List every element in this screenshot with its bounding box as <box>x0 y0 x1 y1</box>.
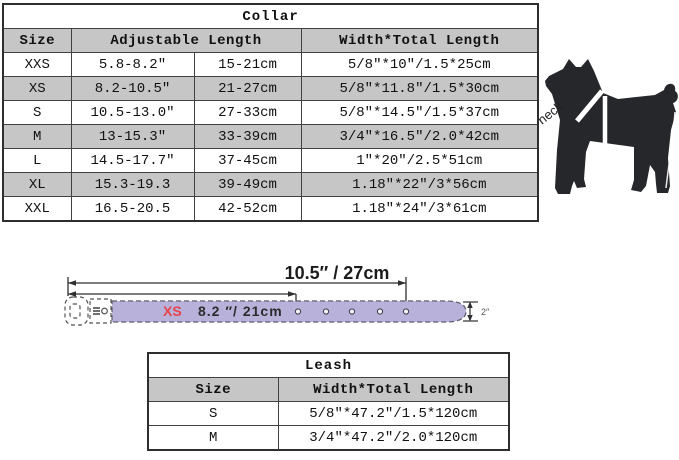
cell-inches: 14.5-17.7″ <box>70 148 195 173</box>
collar-table-body: XXS 5.8-8.2″ 15-21cm 5/8″*10″/1.5*25cm X… <box>2 52 539 222</box>
cell-inches: 13-15.3″ <box>70 124 195 149</box>
header-size: Size <box>147 377 279 402</box>
leash-table-title: Leash <box>147 352 510 378</box>
total-length-label: 10.5″ / 27cm <box>285 263 390 283</box>
collar-header-row: Size Adjustable Length Width*Total Lengt… <box>2 28 539 53</box>
table-row: XXL 16.5-20.5 42-52cm 1.18″*24″/3*61cm <box>2 196 539 222</box>
leash-title-row: Leash <box>147 352 510 378</box>
collar-strap <box>111 300 467 323</box>
strap-size-label: XS <box>163 303 182 319</box>
leash-size-table: Leash Size Width*Total Length S 5/8″*47.… <box>147 352 511 451</box>
cell-cm: 39-49cm <box>193 172 302 197</box>
strap-holes <box>294 308 410 315</box>
cell-width-total: 1.18″*24″/3*61cm <box>300 196 539 222</box>
leash-header-row: Size Width*Total Length <box>147 377 510 402</box>
table-row: XL 15.3-19.3 39-49cm 1.18″*22″/3*56cm <box>2 172 539 197</box>
arrowhead-left <box>68 280 76 286</box>
strap-width-label: 2″ <box>481 307 490 317</box>
cell-inches: 15.3-19.3 <box>70 172 195 197</box>
table-row: XS 8.2-10.5″ 21-27cm 5/8″*11.8″/1.5*30cm <box>2 76 539 101</box>
arrowhead-right-2 <box>288 291 296 297</box>
cell-size: L <box>2 148 72 173</box>
cell-size: XL <box>2 172 72 197</box>
collar-table-head: Collar Size Adjustable Length Width*Tota… <box>2 3 539 53</box>
collar-position-gap <box>575 89 604 123</box>
table-row: XXS 5.8-8.2″ 15-21cm 5/8″*10″/1.5*25cm <box>2 52 539 77</box>
cell-width-total: 3/4″*16.5″/2.0*42cm <box>300 124 539 149</box>
cell-size: S <box>2 100 72 125</box>
collar-title-row: Collar <box>2 3 539 29</box>
table-row: M 13-15.3″ 33-39cm 3/4″*16.5″/2.0*42cm <box>2 124 539 149</box>
header-width-total-length: Width*Total Length <box>277 377 510 402</box>
cell-size: XXS <box>2 52 72 77</box>
cell-inches: 5.8-8.2″ <box>70 52 195 77</box>
buckle-pin-hole <box>101 307 108 315</box>
table-row: M 3/4″*47.2″/2.0*120cm <box>147 425 510 451</box>
cell-cm: 27-33cm <box>193 100 302 125</box>
cell-inches: 10.5-13.0″ <box>70 100 195 125</box>
cell-cm: 15-21cm <box>193 52 302 77</box>
cell-size: M <box>147 425 279 451</box>
header-adjustable-length: Adjustable Length <box>70 28 302 53</box>
arrowhead-left-2 <box>68 291 76 297</box>
table-row: L 14.5-17.7″ 37-45cm 1″*20″/2.5*51cm <box>2 148 539 173</box>
leash-table-head: Leash Size Width*Total Length <box>147 352 510 402</box>
cell-inches: 16.5-20.5 <box>70 196 195 222</box>
cell-width-total: 5/8″*47.2″/1.5*120cm <box>277 401 510 426</box>
header-width-total-length: Width*Total Length <box>300 28 539 53</box>
cell-cm: 21-27cm <box>193 76 302 101</box>
cell-width-total: 1″*20″/2.5*51cm <box>300 148 539 173</box>
cell-inches: 8.2-10.5″ <box>70 76 195 101</box>
table-row: S 5/8″*47.2″/1.5*120cm <box>147 401 510 426</box>
cell-cm: 42-52cm <box>193 196 302 222</box>
cell-width-total: 1.18″*22″/3*56cm <box>300 172 539 197</box>
cell-width-total: 3/4″*47.2″/2.0*120cm <box>277 425 510 451</box>
arrowhead-right <box>398 280 406 286</box>
cell-cm: 37-45cm <box>193 148 302 173</box>
dog-silhouette-icon: neck <box>535 59 678 194</box>
collar-measurement-diagram: 10.5″ / 27cm XS 8.2 ″/ 21cm <box>64 263 490 326</box>
strap-adjustable-label: 8.2 ″/ 21cm <box>198 303 283 319</box>
arrowhead-up <box>467 301 473 308</box>
hind-leg-highlight <box>665 111 676 189</box>
cell-width-total: 5/8″*10″/1.5*25cm <box>300 52 539 77</box>
cell-size: XS <box>2 76 72 101</box>
header-size: Size <box>2 28 72 53</box>
cell-size: M <box>2 124 72 149</box>
collar-table-title: Collar <box>2 3 539 29</box>
table-row: S 10.5-13.0″ 27-33cm 5/8″*14.5″/1.5*37cm <box>2 100 539 125</box>
cell-width-total: 5/8″*11.8″/1.5*30cm <box>300 76 539 101</box>
cell-width-total: 5/8″*14.5″/1.5*37cm <box>300 100 539 125</box>
cell-size: XXL <box>2 196 72 222</box>
cell-size: S <box>147 401 279 426</box>
leash-table-body: S 5/8″*47.2″/1.5*120cm M 3/4″*47.2″/2.0*… <box>147 401 510 451</box>
buckle-slots <box>93 307 100 315</box>
arrowhead-down <box>467 315 473 322</box>
collar-size-table: Collar Size Adjustable Length Width*Tota… <box>2 3 540 222</box>
cell-cm: 33-39cm <box>193 124 302 149</box>
collar-buckle <box>64 296 112 326</box>
dog-body-shape <box>545 59 678 194</box>
